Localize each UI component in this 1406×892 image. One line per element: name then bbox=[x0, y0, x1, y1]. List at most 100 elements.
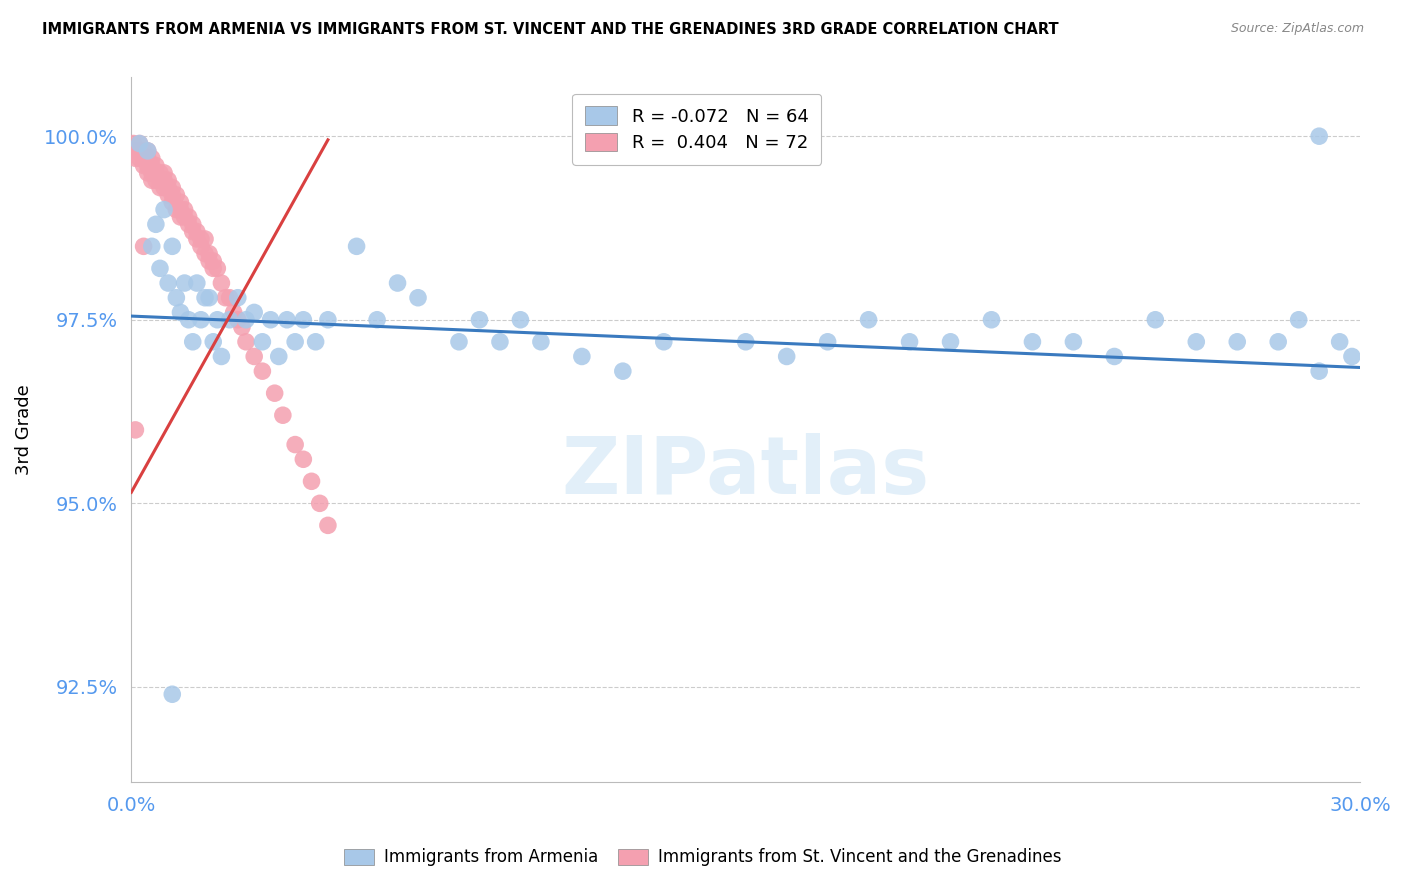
Point bbox=[165, 188, 187, 202]
Point bbox=[190, 312, 212, 326]
Point bbox=[136, 159, 159, 173]
Point bbox=[181, 334, 204, 349]
Point bbox=[259, 312, 281, 326]
Point bbox=[308, 496, 330, 510]
Point bbox=[1021, 334, 1043, 349]
Point bbox=[157, 188, 180, 202]
Point bbox=[468, 312, 491, 326]
Point bbox=[194, 246, 217, 260]
Point bbox=[1185, 334, 1208, 349]
Point bbox=[124, 151, 146, 165]
Point bbox=[149, 166, 172, 180]
Point bbox=[186, 276, 208, 290]
Point bbox=[447, 334, 470, 349]
Point bbox=[128, 151, 150, 165]
Y-axis label: 3rd Grade: 3rd Grade bbox=[15, 384, 32, 475]
Point bbox=[132, 159, 155, 173]
Point bbox=[162, 195, 184, 210]
Point bbox=[734, 334, 756, 349]
Point bbox=[181, 225, 204, 239]
Point bbox=[276, 312, 298, 326]
Point bbox=[141, 166, 163, 180]
Point bbox=[157, 276, 180, 290]
Point bbox=[153, 173, 176, 187]
Point bbox=[190, 232, 212, 246]
Point bbox=[939, 334, 962, 349]
Point bbox=[226, 291, 249, 305]
Point bbox=[366, 312, 388, 326]
Point bbox=[252, 334, 274, 349]
Point bbox=[153, 166, 176, 180]
Point bbox=[612, 364, 634, 378]
Text: Source: ZipAtlas.com: Source: ZipAtlas.com bbox=[1230, 22, 1364, 36]
Point bbox=[136, 144, 159, 158]
Point bbox=[149, 173, 172, 187]
Point bbox=[243, 305, 266, 319]
Point bbox=[226, 312, 249, 326]
Point bbox=[1267, 334, 1289, 349]
Point bbox=[1144, 312, 1167, 326]
Point bbox=[153, 202, 176, 217]
Point bbox=[173, 276, 195, 290]
Point bbox=[194, 232, 217, 246]
Point bbox=[1226, 334, 1249, 349]
Point bbox=[243, 350, 266, 364]
Point bbox=[169, 210, 191, 224]
Point bbox=[141, 159, 163, 173]
Point bbox=[1329, 334, 1351, 349]
Point bbox=[898, 334, 921, 349]
Point bbox=[165, 202, 187, 217]
Point bbox=[202, 254, 225, 268]
Point bbox=[136, 151, 159, 165]
Point bbox=[1308, 129, 1330, 144]
Point bbox=[571, 350, 593, 364]
Point bbox=[157, 173, 180, 187]
Point bbox=[132, 144, 155, 158]
Point bbox=[284, 437, 307, 451]
Point bbox=[153, 180, 176, 194]
Point bbox=[218, 312, 240, 326]
Point bbox=[209, 350, 232, 364]
Point bbox=[387, 276, 409, 290]
Point bbox=[292, 452, 315, 467]
Text: ZIPatlas: ZIPatlas bbox=[561, 434, 929, 511]
Point bbox=[157, 180, 180, 194]
Point bbox=[271, 408, 294, 422]
Point bbox=[530, 334, 553, 349]
Point bbox=[173, 202, 195, 217]
Point bbox=[202, 261, 225, 276]
Point bbox=[169, 202, 191, 217]
Point bbox=[162, 180, 184, 194]
Point bbox=[346, 239, 368, 253]
Point bbox=[136, 166, 159, 180]
Point bbox=[235, 334, 257, 349]
Point bbox=[207, 261, 229, 276]
Point bbox=[128, 144, 150, 158]
Point bbox=[122, 136, 145, 151]
Point bbox=[1288, 312, 1310, 326]
Point bbox=[132, 239, 155, 253]
Point bbox=[202, 334, 225, 349]
Point bbox=[128, 136, 150, 151]
Point bbox=[198, 254, 221, 268]
Point bbox=[177, 210, 200, 224]
Point bbox=[186, 225, 208, 239]
Point bbox=[489, 334, 512, 349]
Point bbox=[145, 173, 167, 187]
Point bbox=[858, 312, 880, 326]
Point bbox=[141, 173, 163, 187]
Point bbox=[817, 334, 839, 349]
Point bbox=[267, 350, 290, 364]
Point bbox=[316, 518, 339, 533]
Point bbox=[209, 276, 232, 290]
Text: IMMIGRANTS FROM ARMENIA VS IMMIGRANTS FROM ST. VINCENT AND THE GRENADINES 3RD GR: IMMIGRANTS FROM ARMENIA VS IMMIGRANTS FR… bbox=[42, 22, 1059, 37]
Legend: R = -0.072   N = 64, R =  0.404   N = 72: R = -0.072 N = 64, R = 0.404 N = 72 bbox=[572, 94, 821, 165]
Point bbox=[162, 188, 184, 202]
Point bbox=[136, 144, 159, 158]
Point bbox=[198, 246, 221, 260]
Point bbox=[301, 475, 323, 489]
Point bbox=[207, 312, 229, 326]
Point bbox=[222, 305, 245, 319]
Point bbox=[252, 364, 274, 378]
Point bbox=[169, 305, 191, 319]
